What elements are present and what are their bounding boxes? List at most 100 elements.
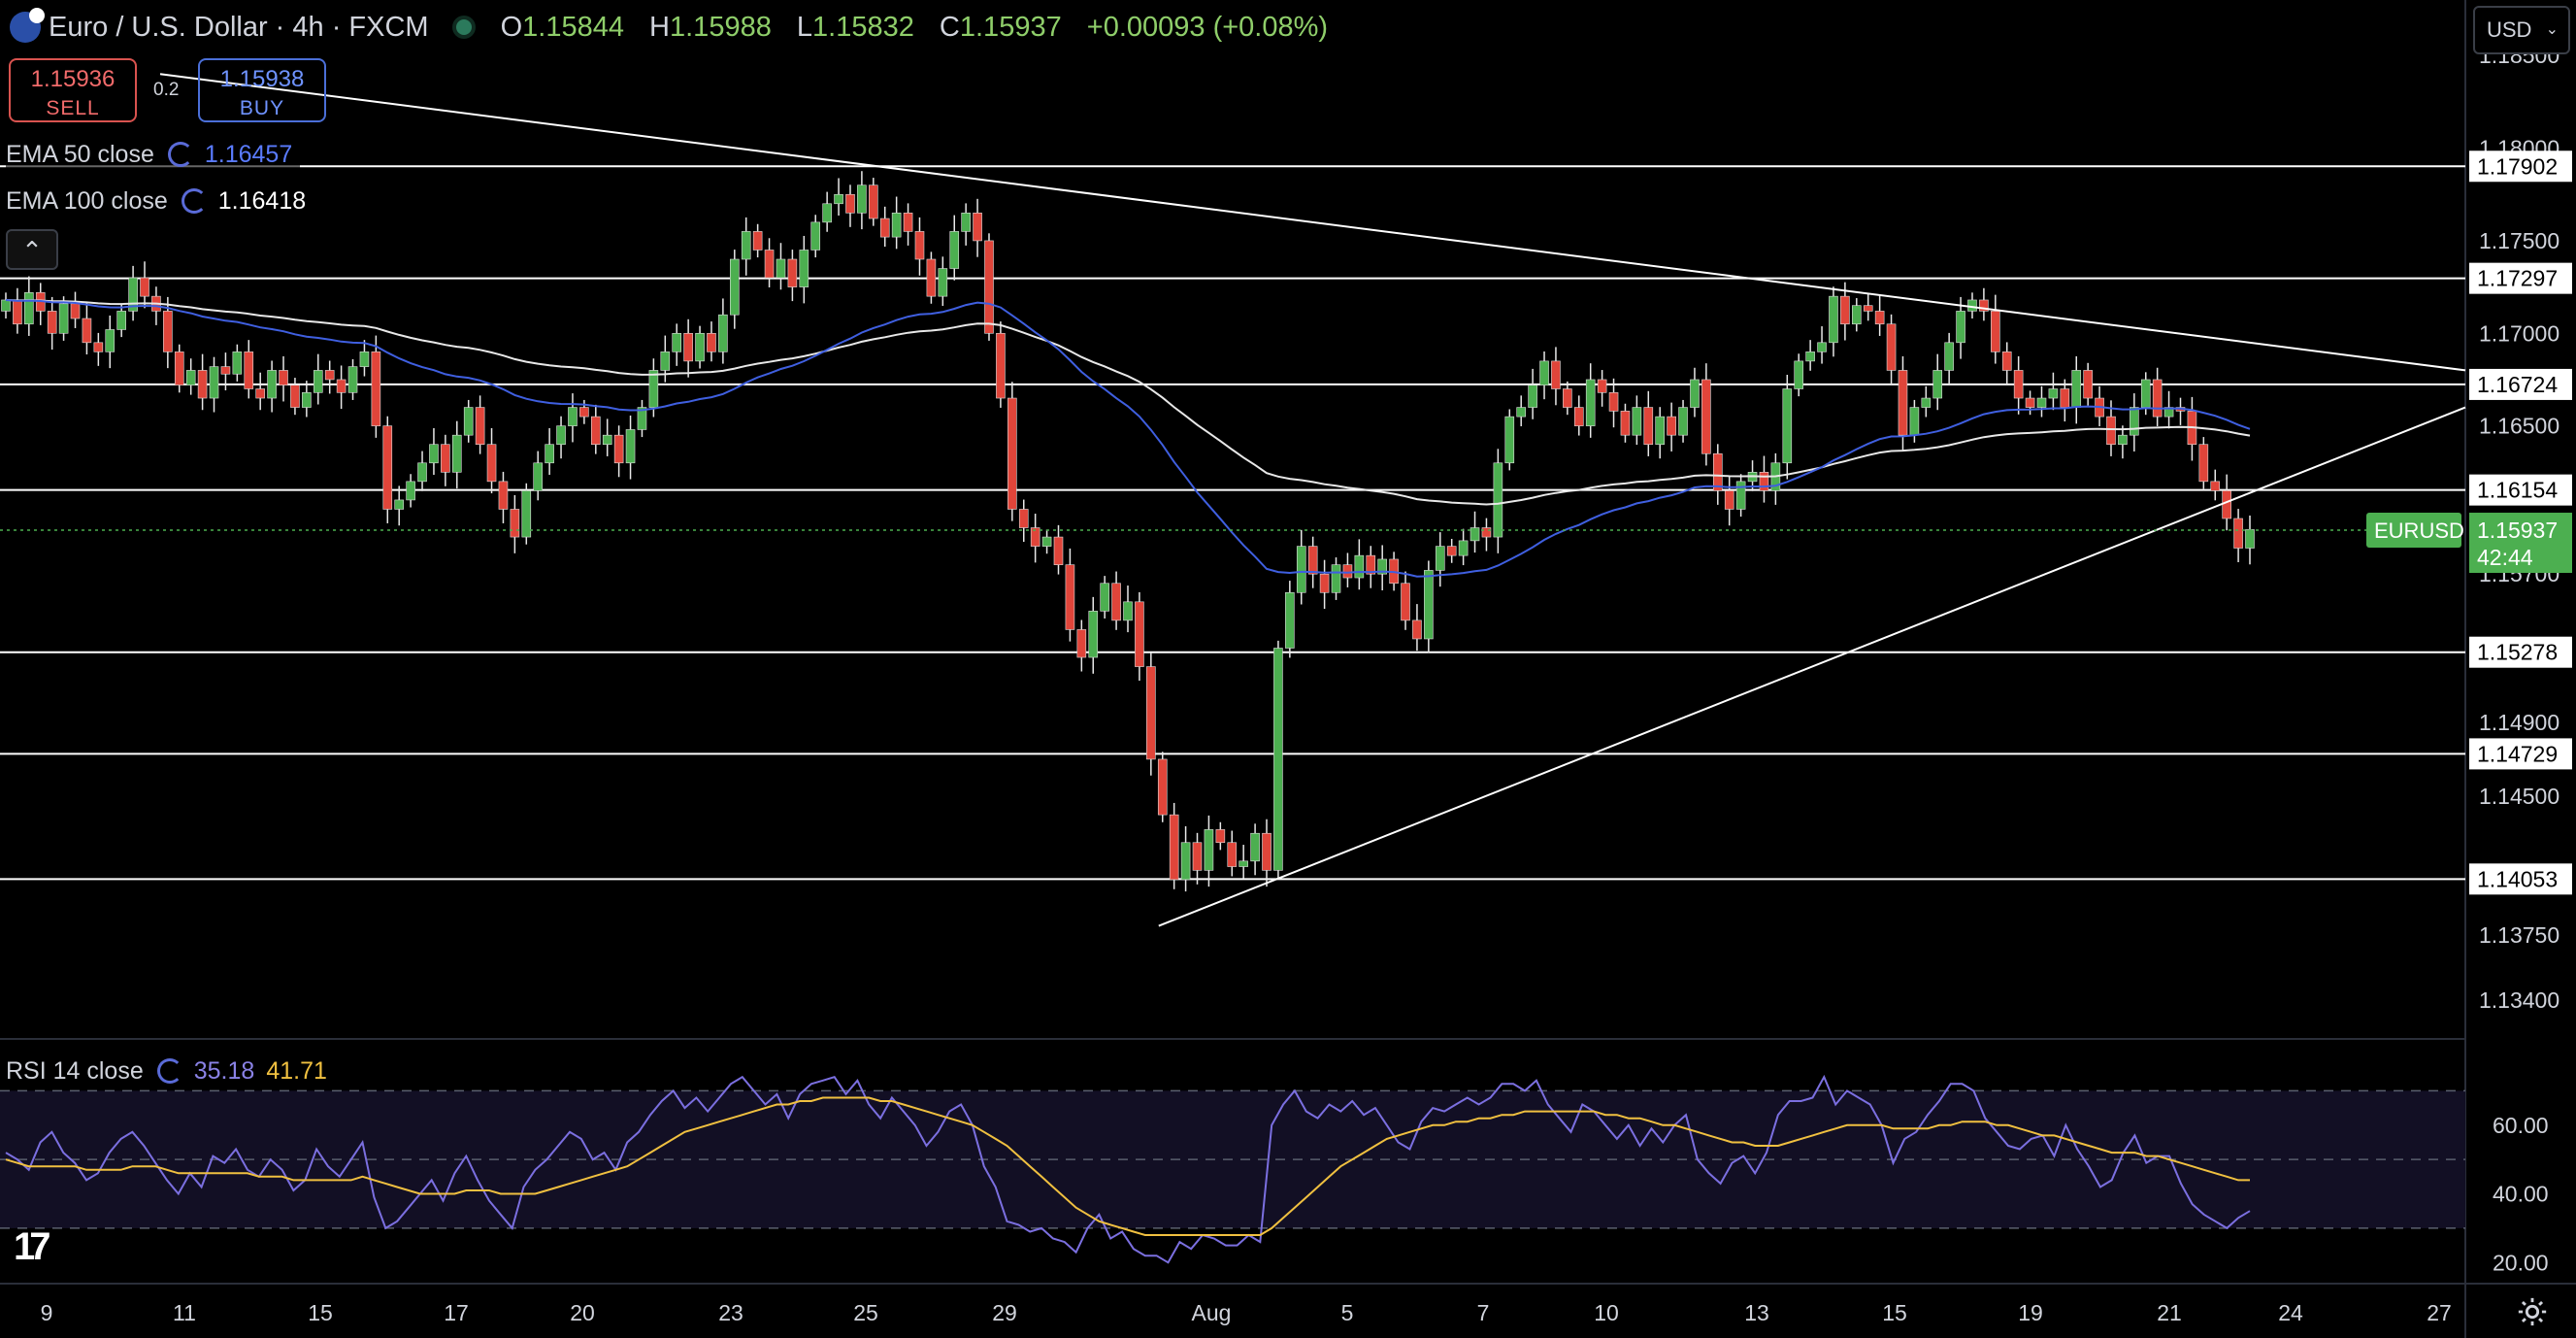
candle-body <box>961 213 971 232</box>
candle-body <box>1262 832 1271 871</box>
candle-body <box>1643 407 1654 446</box>
level-price-tag <box>2469 474 2572 506</box>
sell-button[interactable]: 1.15936 SELL <box>9 58 137 122</box>
refresh-icon[interactable] <box>156 1058 182 1084</box>
candle-body <box>903 213 913 232</box>
price-axis-tick: 1.17000 <box>2479 320 2559 346</box>
level-price-label: 1.15278 <box>2477 640 2558 665</box>
price-axis-tick: 1.13750 <box>2479 922 2559 948</box>
candle-body <box>730 258 740 316</box>
time-axis-tick: 15 <box>308 1300 333 1325</box>
time-axis-tick: 15 <box>1882 1300 1907 1325</box>
ema100-line <box>5 299 2251 506</box>
candle-body <box>1667 416 1676 436</box>
price-axis-tick: 1.17500 <box>2479 228 2559 253</box>
candle-body <box>2025 397 2035 408</box>
candle-body <box>1446 546 1457 556</box>
candle-body <box>1898 370 1908 436</box>
candle-body <box>197 370 208 399</box>
candle-body <box>58 303 69 334</box>
candle-body <box>244 351 254 389</box>
candle-body <box>545 444 554 464</box>
candle-body <box>2060 388 2070 408</box>
currency-selector[interactable]: USD ⌄ <box>2473 6 2570 54</box>
candle-body <box>1504 416 1515 464</box>
candle-body <box>290 385 300 408</box>
candle-body <box>1296 546 1306 593</box>
candle-body <box>776 258 786 279</box>
ema50-legend[interactable]: EMA 50 close 1.16457 <box>6 136 301 173</box>
candle-body <box>279 370 288 385</box>
level-price-tag <box>2469 151 2572 183</box>
price-axis-tick: 1.14900 <box>2479 710 2559 735</box>
candle-body <box>1782 388 1793 464</box>
ema100-label: EMA 100 close <box>6 186 168 215</box>
candle-body <box>926 258 937 297</box>
candle-body <box>1678 407 1688 436</box>
candle-body <box>2233 518 2243 549</box>
candle-body <box>1840 295 1850 325</box>
candle-body <box>914 231 925 260</box>
candle-body <box>2152 379 2163 418</box>
candle-body <box>1886 323 1897 371</box>
ohlc-values: O1.15844 H1.15988 L1.15832 C1.15937 +0.0… <box>500 11 1329 43</box>
candle-body <box>1805 351 1815 362</box>
symbol-title[interactable]: Euro / U.S. Dollar · 4h · FXCM <box>49 11 429 43</box>
candle-body <box>417 462 427 483</box>
candle-body <box>1053 536 1064 565</box>
candle-body <box>1041 536 1052 547</box>
candle-body <box>752 231 763 251</box>
candle-body <box>648 370 659 408</box>
candle-body <box>313 370 323 393</box>
gear-icon[interactable] <box>2516 1295 2549 1328</box>
candle-body <box>1481 527 1492 538</box>
candle-body <box>810 221 821 251</box>
candle-body <box>1307 546 1318 575</box>
time-axis-tick: 29 <box>992 1300 1017 1325</box>
candle-body <box>764 250 775 279</box>
candle-body <box>695 332 705 362</box>
candle-body <box>1065 564 1075 630</box>
level-price-label: 1.14053 <box>2477 866 2558 891</box>
ema100-legend[interactable]: EMA 100 close 1.16418 <box>6 183 314 219</box>
candle-body <box>116 311 126 330</box>
buy-button[interactable]: 1.15938 BUY <box>198 58 326 122</box>
tradingview-logo-icon[interactable]: 17 <box>14 1225 50 1268</box>
candle-body <box>302 392 312 408</box>
refresh-icon[interactable] <box>181 188 207 214</box>
candle-body <box>1944 342 1954 371</box>
chevron-up-icon[interactable]: ⌃ <box>6 229 58 270</box>
candle-body <box>845 193 855 214</box>
candle-body <box>463 407 474 436</box>
candle-body <box>1342 564 1353 579</box>
candle-body <box>1273 648 1283 871</box>
level-price-label: 1.16154 <box>2477 478 2558 503</box>
level-price-label: 1.17297 <box>2477 266 2558 291</box>
candle-body <box>441 444 450 473</box>
candle-body <box>949 231 960 269</box>
candle-body <box>613 434 624 464</box>
candle-body <box>2001 351 2012 371</box>
rsi-legend[interactable]: RSI 14 close 35.18 41.71 <box>6 1053 335 1089</box>
candle-body <box>590 416 601 446</box>
candle-body <box>1909 407 1920 436</box>
refresh-icon[interactable] <box>167 142 193 167</box>
candle-body <box>741 231 751 260</box>
candle-body <box>2083 370 2093 399</box>
candle-body <box>1632 407 1642 436</box>
ema50-value: 1.16457 <box>204 140 293 168</box>
candle-body <box>1123 601 1133 621</box>
candle-body <box>1620 411 1631 436</box>
ema50-line <box>5 299 2251 578</box>
level-price-tag <box>2469 863 2572 895</box>
time-axis-tick: 21 <box>2157 1300 2182 1325</box>
candle-body <box>324 370 335 381</box>
level-price-tag <box>2469 636 2572 668</box>
buy-price: 1.15938 <box>219 66 305 92</box>
candle-body <box>371 351 381 426</box>
candle-body <box>533 462 544 491</box>
candle-body <box>1979 299 1989 312</box>
candle-body <box>1285 591 1295 649</box>
candle-body <box>1863 305 1873 312</box>
